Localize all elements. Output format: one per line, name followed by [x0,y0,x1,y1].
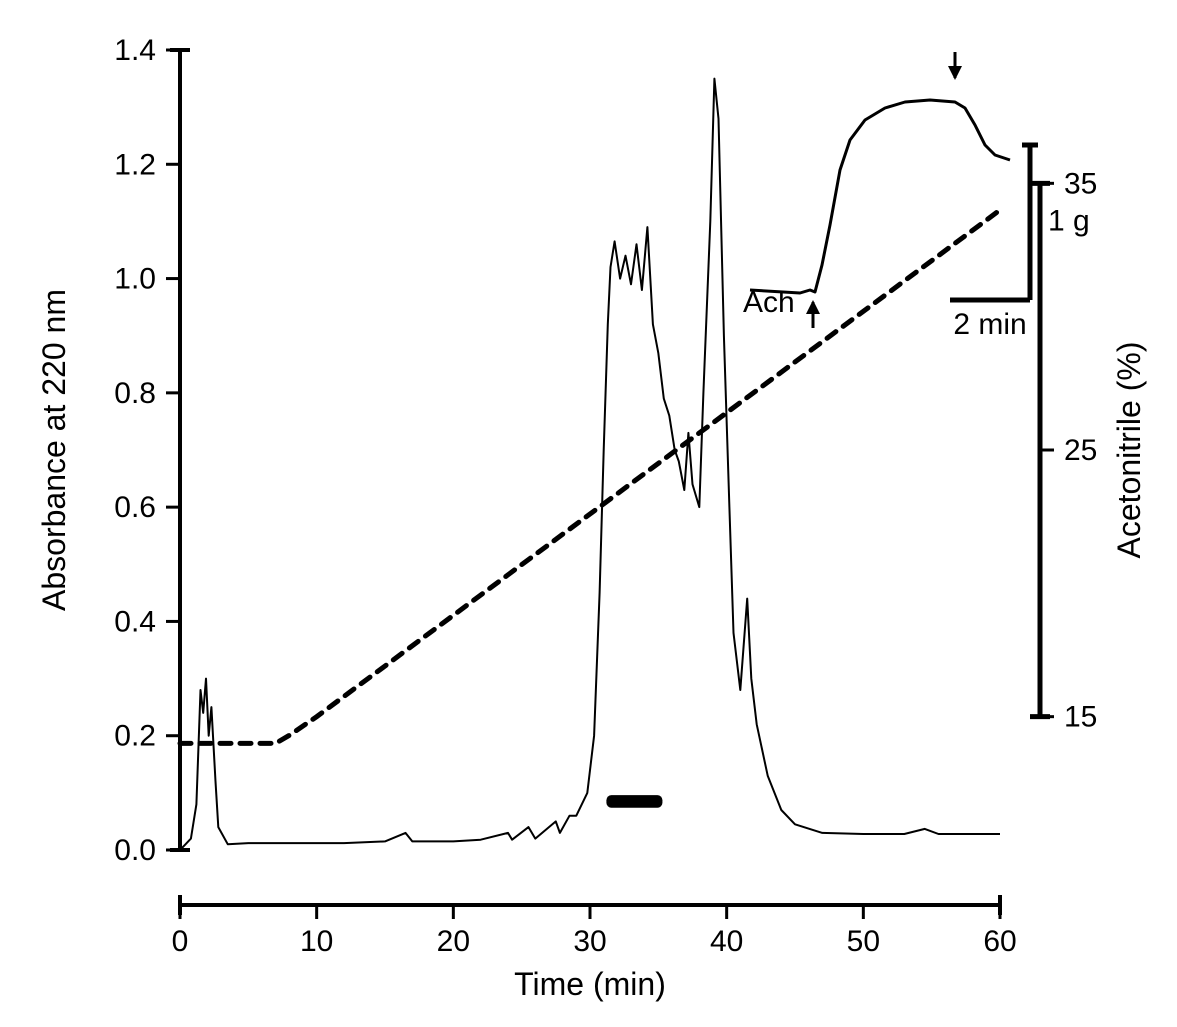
inset-down-arrow-head [948,66,962,80]
y-tick-label: 0.8 [114,377,156,410]
gradient-line [180,210,1000,743]
y-axis-label: Absorbance at 220 nm [36,289,72,611]
y-tick-label: 1.2 [114,148,156,181]
y2-tick-label: 15 [1064,701,1097,734]
y-tick-label: 0.2 [114,720,156,753]
y-tick-label: 0.4 [114,605,156,638]
y-tick-label: 1.4 [114,34,156,67]
x-tick-label: 10 [300,925,333,958]
chromatogram-trace [180,79,1000,850]
y-tick-label: 0.0 [114,834,156,867]
x-axis-label: Time (min) [514,966,666,1002]
y2-tick-label: 35 [1064,167,1097,200]
inset-trace [750,100,1010,293]
x-tick-label: 40 [710,925,743,958]
inset-up-arrow-head [806,300,820,314]
x-tick-label: 20 [437,925,470,958]
fraction-bar [606,795,662,808]
chart-container: 0.0 0.2 0.4 0.6 0.8 1.0 1.2 1.4 Absorbance at 22… [0,0,1177,1027]
y-tick-label: 0.6 [114,491,156,524]
x-tick-label: 30 [573,925,606,958]
chart-svg: 0.0 0.2 0.4 0.6 0.8 1.0 1.2 1.4 Absorbance at 22… [0,0,1177,1027]
inset-scale-x-label: 2 min [953,308,1026,341]
y2-tick-label: 25 [1064,434,1097,467]
x-tick-label: 50 [847,925,880,958]
inset-ach-label: Ach [743,286,795,319]
y-tick-label: 1.0 [114,263,156,296]
x-tick-label: 60 [983,925,1016,958]
y2-axis-label: Acetonitrile (%) [1111,342,1147,559]
x-tick-label: 0 [172,925,189,958]
inset-scale-y-label: 1 g [1048,205,1090,238]
